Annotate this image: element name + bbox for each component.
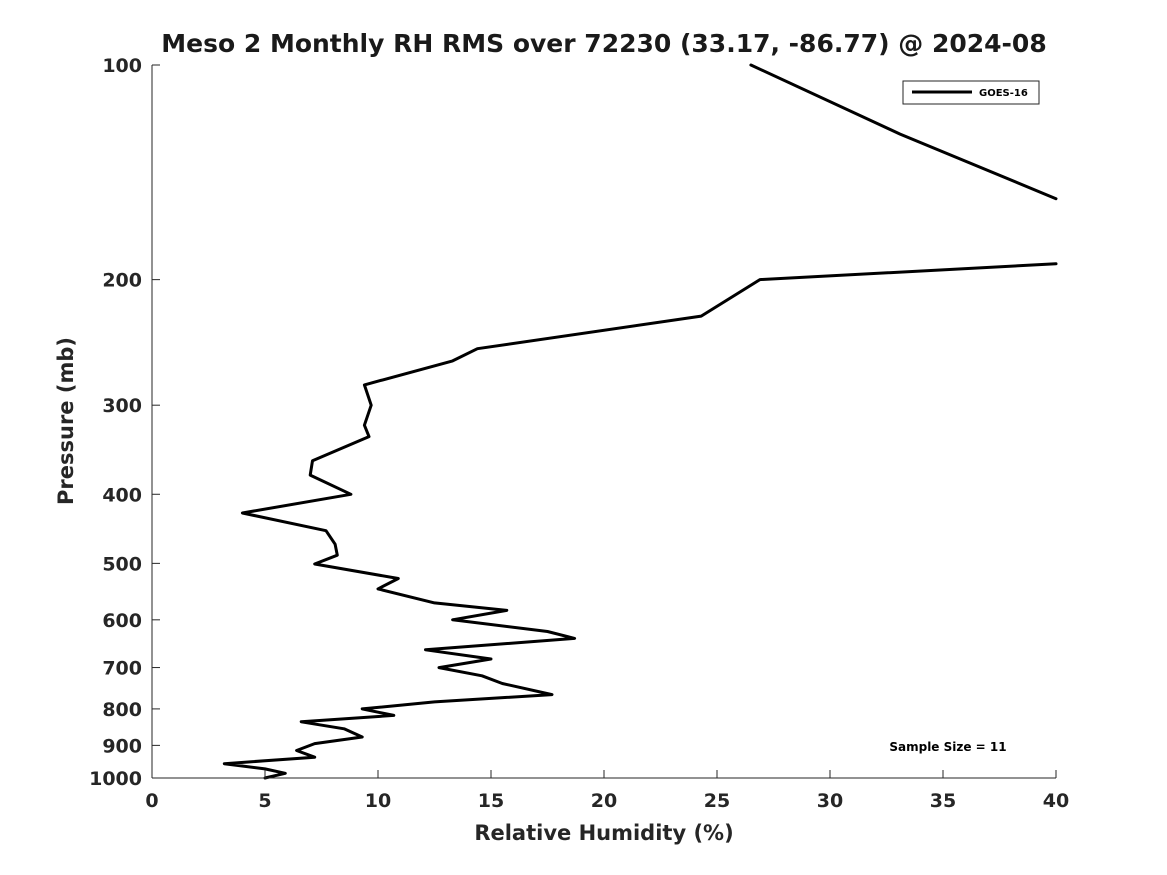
x-tick-label-10: 10 [365, 790, 391, 812]
y-tick-label-1000: 1000 [89, 768, 142, 790]
y-tick-label-400: 400 [102, 484, 142, 506]
y-axis-label: Pressure (mb) [54, 337, 78, 505]
x-ticks: 0 5 10 15 20 25 30 35 40 [145, 770, 1069, 812]
y-tick-label-200: 200 [102, 270, 142, 292]
y-tick-label-700: 700 [102, 658, 142, 680]
x-axis-label: Relative Humidity (%) [474, 821, 733, 845]
chart-title: Meso 2 Monthly RH RMS over 72230 (33.17,… [161, 29, 1046, 58]
x-tick-label-25: 25 [704, 790, 730, 812]
legend-label: GOES-16 [979, 88, 1028, 99]
sample-size-annotation: Sample Size = 11 [889, 740, 1006, 754]
x-tick-label-35: 35 [930, 790, 956, 812]
y-tick-label-800: 800 [102, 699, 142, 721]
plot-area [152, 65, 1056, 778]
legend: GOES-16 [902, 80, 1040, 105]
y-tick-label-900: 900 [102, 735, 142, 757]
x-tick-label-0: 0 [145, 790, 158, 812]
x-tick-label-5: 5 [258, 790, 271, 812]
y-tick-label-100: 100 [102, 55, 142, 77]
y-ticks: 100 200 300 400 500 600 700 800 900 1000 [89, 55, 160, 790]
y-tick-label-600: 600 [102, 610, 142, 632]
x-tick-label-15: 15 [478, 790, 504, 812]
x-tick-label-30: 30 [817, 790, 843, 812]
series-layer [222, 63, 1058, 780]
x-tick-label-40: 40 [1043, 790, 1069, 812]
x-tick-label-20: 20 [591, 790, 617, 812]
y-tick-label-500: 500 [102, 553, 142, 575]
y-tick-label-300: 300 [102, 395, 142, 417]
series-line-goes-16-segment-2 [222, 262, 1058, 780]
series-line-goes-16-segment-1 [749, 63, 1058, 201]
